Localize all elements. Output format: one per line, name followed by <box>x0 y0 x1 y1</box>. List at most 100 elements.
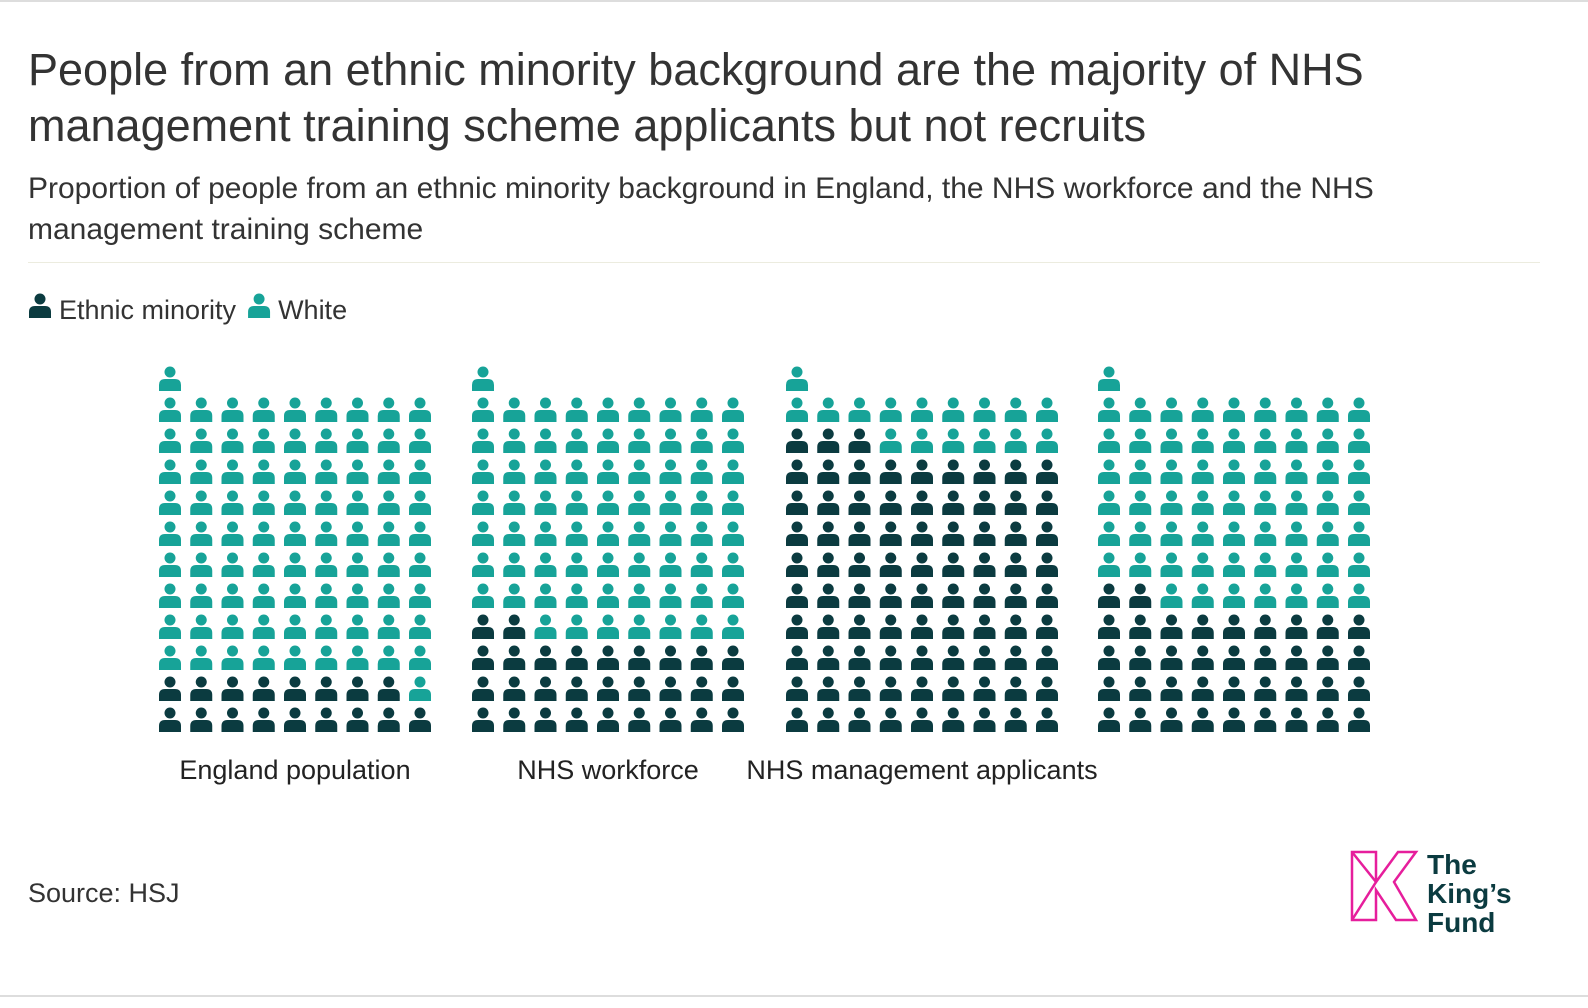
waffle-icon <box>879 459 902 484</box>
waffle-icon <box>722 521 744 546</box>
icon-head <box>1259 521 1271 533</box>
waffle-icon <box>1191 428 1214 453</box>
icon-head <box>1353 676 1365 688</box>
waffle-icon <box>690 521 713 546</box>
icon-head <box>383 707 395 719</box>
waffle-icon <box>1098 614 1120 639</box>
icon-body <box>786 503 808 515</box>
waffle-icon <box>565 459 588 484</box>
icon-head <box>258 583 270 595</box>
waffle-icon <box>911 676 933 701</box>
icon-body <box>817 658 840 670</box>
icon-head <box>289 459 301 471</box>
waffle-icon <box>159 521 181 546</box>
waffle-icon <box>1160 459 1183 484</box>
icon-head <box>414 397 426 409</box>
icon-head <box>258 614 270 626</box>
icon-head <box>665 645 676 657</box>
icon-head <box>477 397 489 409</box>
waffle-icon <box>942 614 965 639</box>
icon-head <box>885 521 897 533</box>
waffle-icon <box>346 645 369 670</box>
icon-head <box>885 428 897 440</box>
icon-head <box>508 552 520 564</box>
icon-head <box>1010 521 1022 533</box>
icon-head <box>947 614 959 626</box>
icon-body <box>221 565 244 577</box>
icon-head <box>1291 583 1302 595</box>
icon-body <box>472 689 494 701</box>
icon-body <box>1036 534 1058 546</box>
icon-head <box>1041 552 1053 564</box>
icon-head <box>854 397 865 409</box>
icon-body <box>597 565 619 577</box>
icon-body <box>1036 441 1058 453</box>
icon-head <box>320 707 332 719</box>
waffle-icon <box>346 552 369 577</box>
icon-head <box>1010 645 1022 657</box>
waffle-icon <box>722 614 744 639</box>
waffle-icon <box>1191 552 1214 577</box>
waffle-icon <box>565 707 588 732</box>
waffle-icon <box>1004 676 1027 701</box>
waffle-icon <box>1004 397 1027 422</box>
icon-body <box>628 720 651 732</box>
icon-body <box>1098 596 1120 608</box>
waffle-icon <box>690 490 713 515</box>
icon-head <box>1166 552 1177 564</box>
waffle-icon <box>503 583 526 608</box>
waffle-icon <box>315 583 338 608</box>
icon-body <box>1285 472 1308 484</box>
waffle-icon <box>503 490 526 515</box>
waffle-icon <box>1160 521 1183 546</box>
icon-head <box>383 428 395 440</box>
icon-head <box>508 645 520 657</box>
icon-body <box>628 596 651 608</box>
icon-head <box>1041 707 1053 719</box>
icon-body <box>1316 534 1339 546</box>
icon-body <box>1348 410 1370 422</box>
icon-head <box>383 583 395 595</box>
icon-head <box>1134 397 1146 409</box>
icon-head <box>1353 490 1365 502</box>
icon-body <box>1316 565 1339 577</box>
icon-head <box>665 459 676 471</box>
icon-body <box>1098 565 1120 577</box>
icon-body <box>1254 720 1277 732</box>
waffle-icon <box>786 521 808 546</box>
icon-body <box>252 596 275 608</box>
icon-body <box>565 441 588 453</box>
icon-body <box>1036 689 1058 701</box>
icon-body <box>534 720 557 732</box>
waffle-icon <box>911 552 933 577</box>
waffle-icon <box>597 583 619 608</box>
waffle-icon <box>1160 676 1183 701</box>
icon-head <box>791 707 803 719</box>
icon-body <box>879 658 902 670</box>
waffle-icon <box>942 707 965 732</box>
waffle-icon <box>817 614 840 639</box>
waffle-icon <box>786 397 808 422</box>
icon-body <box>690 689 713 701</box>
icon-head <box>822 490 834 502</box>
waffle-icon <box>284 459 306 484</box>
waffle-icon <box>534 490 557 515</box>
waffle-icon <box>534 707 557 732</box>
icon-head <box>916 676 928 688</box>
icon-body <box>848 720 871 732</box>
waffle-icon <box>252 583 275 608</box>
icon-head <box>289 521 301 533</box>
icon-body <box>848 441 871 453</box>
icon-body <box>284 410 306 422</box>
icon-head <box>320 459 332 471</box>
icon-head <box>1322 676 1334 688</box>
waffle-icon <box>1004 428 1027 453</box>
icon-head <box>1134 428 1146 440</box>
icon-body <box>786 720 808 732</box>
icon-body <box>848 472 871 484</box>
waffle-icon <box>159 366 181 391</box>
icon-head <box>916 397 928 409</box>
icon-body <box>848 596 871 608</box>
icon-head <box>791 428 803 440</box>
icon-body <box>190 410 213 422</box>
